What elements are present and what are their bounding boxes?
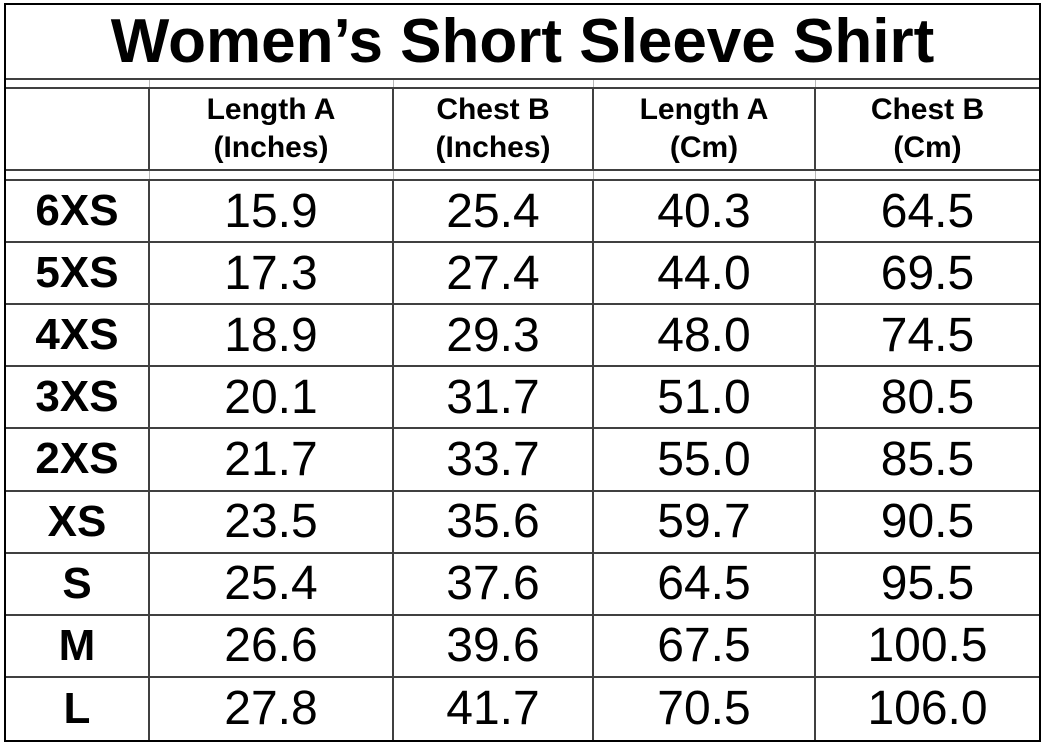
spacer-row [6, 80, 1039, 89]
value-chest-cm: 74.5 [816, 305, 1039, 368]
value-length-inches: 23.5 [150, 491, 394, 554]
value-chest-cm: 100.5 [816, 616, 1039, 678]
value-length-inches: 17.3 [150, 243, 394, 306]
spacer-row [6, 171, 1039, 181]
size-label: 4XS [6, 305, 150, 368]
value-chest-cm: 106.0 [867, 682, 988, 736]
value-chest-inches: 31.7 [394, 367, 594, 430]
header-size-empty [6, 89, 150, 171]
size-label: 6XS [6, 181, 150, 244]
size-label: XS [6, 491, 150, 554]
value-chest-cm: 64.5 [816, 181, 1039, 244]
value-length-cm: 51.0 [594, 367, 816, 430]
value-length-cm: 59.7 [594, 491, 816, 554]
header-chest-b-inches: Chest B (Inches) [394, 89, 594, 171]
value-length-inches: 27.8 [150, 677, 394, 740]
value-length-cm: 67.5 [594, 615, 816, 678]
size-chart-table: Women’s Short Sleeve Shirt Length A (Inc… [4, 3, 1041, 742]
value-length-inches: 15.9 [150, 181, 394, 244]
size-label: S [6, 553, 150, 616]
value-chest-inches: 37.6 [394, 553, 594, 616]
value-length-cm: 70.5 [594, 677, 816, 740]
header-length-a-inches: Length A (Inches) [150, 89, 394, 171]
value-chest-cm: 85.5 [816, 429, 1039, 492]
value-chest-inches: 35.6 [394, 491, 594, 554]
value-length-inches: 26.6 [150, 615, 394, 678]
value-length-inches: 21.7 [150, 429, 394, 492]
header-chest-b-cm: Chest B (Cm) [816, 89, 1039, 171]
value-chest-inches: 29.3 [394, 305, 594, 368]
value-length-cm: 40.3 [594, 181, 816, 244]
size-label: 3XS [6, 367, 150, 430]
value-length-cm: 48.0 [594, 305, 816, 368]
value-chest-cm: 80.5 [816, 367, 1039, 430]
value-length-inches: 20.1 [150, 367, 394, 430]
size-label: 2XS [6, 429, 150, 492]
value-length-cm: 55.0 [594, 429, 816, 492]
value-chest-inches: 27.4 [394, 243, 594, 306]
value-length-inches: 25.4 [150, 553, 394, 616]
value-length-cm: 44.0 [594, 243, 816, 306]
value-chest-cm: 90.5 [816, 492, 1039, 554]
value-chest-inches: 25.4 [394, 181, 594, 244]
value-chest-inches: 41.7 [394, 677, 594, 740]
value-chest-cm: 69.5 [816, 243, 1039, 306]
value-chest-inches: 39.6 [394, 615, 594, 678]
size-label: M [6, 615, 150, 678]
value-length-cm: 64.5 [594, 553, 816, 616]
size-label: 5XS [6, 243, 150, 306]
value-chest-inches: 33.7 [394, 429, 594, 492]
value-chest-cm: 95.5 [816, 554, 1039, 616]
chart-title: Women’s Short Sleeve Shirt [6, 5, 1039, 80]
value-length-inches: 18.9 [150, 305, 394, 368]
header-length-a-cm: Length A (Cm) [594, 89, 816, 171]
size-label: L [6, 677, 150, 740]
